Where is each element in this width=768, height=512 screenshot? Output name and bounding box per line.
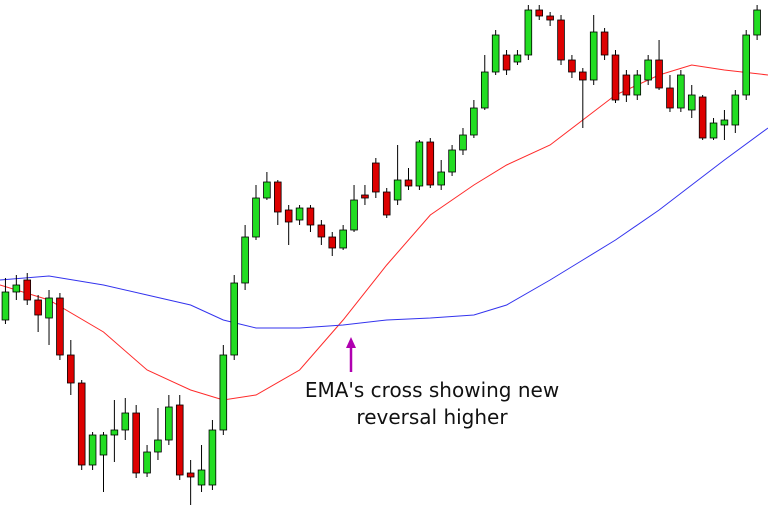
candle-body (655, 59, 663, 89)
candle-body (622, 74, 631, 96)
candle-body (753, 9, 761, 36)
candle-body (666, 87, 674, 109)
candle-body (415, 141, 424, 187)
candle-body (589, 31, 598, 81)
candle-body (611, 54, 620, 101)
candle-body (404, 179, 413, 187)
candle-body (361, 194, 369, 199)
candle-body (687, 94, 696, 111)
candle-body (720, 119, 729, 126)
candle-body (252, 197, 260, 238)
candle-body (67, 354, 75, 384)
candle-body (480, 71, 489, 109)
candle-body (295, 207, 304, 221)
candle-body (99, 434, 108, 456)
candle-body (437, 171, 445, 186)
candle-body (317, 224, 326, 238)
candle-body (579, 71, 587, 81)
candle-body (546, 15, 554, 21)
candle-body (219, 354, 228, 431)
candle-body (393, 179, 402, 201)
candle-body (709, 122, 718, 139)
candle-body (524, 9, 533, 56)
candle-body (154, 439, 162, 453)
candle-body (274, 181, 282, 213)
candle-body (77, 382, 86, 466)
annotation: reversal higher (356, 405, 508, 429)
candle-body (568, 59, 576, 73)
candle-body (197, 469, 206, 486)
candle-body (241, 236, 249, 284)
candle-body (263, 181, 271, 199)
ema-lines (0, 64, 768, 401)
ema-line (0, 127, 768, 329)
candle-body (448, 149, 456, 173)
candle-body (677, 74, 685, 109)
candle-body (23, 279, 32, 301)
candle-body (502, 54, 511, 71)
candle-body (633, 74, 642, 96)
candle-body (328, 236, 337, 249)
candle-body (382, 191, 391, 216)
candle-body (12, 284, 21, 293)
candle-body (88, 434, 97, 466)
candle-body (350, 199, 358, 231)
arrow-head (346, 337, 356, 348)
candle-body (186, 472, 195, 478)
candle-body (491, 34, 500, 73)
candle-body (470, 107, 478, 136)
candle-body (56, 297, 64, 356)
candle-body (230, 282, 238, 356)
annotation: EMA's cross showing new (305, 378, 559, 402)
candle-body (426, 141, 435, 186)
candle-body (143, 451, 151, 474)
candle-body (1, 291, 10, 321)
candle-body (165, 406, 173, 441)
candle-body (121, 412, 130, 431)
candle-body (372, 162, 380, 193)
candle-body (284, 209, 293, 223)
candle-body (535, 9, 544, 17)
candle-body (34, 299, 42, 316)
candle-body (698, 96, 707, 139)
candle-body (644, 59, 652, 81)
candle-body (557, 19, 565, 61)
candle-body (110, 429, 119, 436)
candle-body (339, 229, 347, 249)
candle-body (208, 429, 217, 486)
candle-body (306, 207, 315, 226)
candle-body (175, 404, 184, 476)
ema-line (0, 64, 768, 401)
candle-body (132, 412, 140, 474)
candle-body (45, 297, 53, 319)
candle-body (731, 94, 740, 126)
candle-body (600, 31, 609, 56)
candle-body (742, 34, 750, 96)
candles (1, 5, 761, 505)
candle-body (513, 54, 522, 63)
candle-body (459, 134, 467, 151)
